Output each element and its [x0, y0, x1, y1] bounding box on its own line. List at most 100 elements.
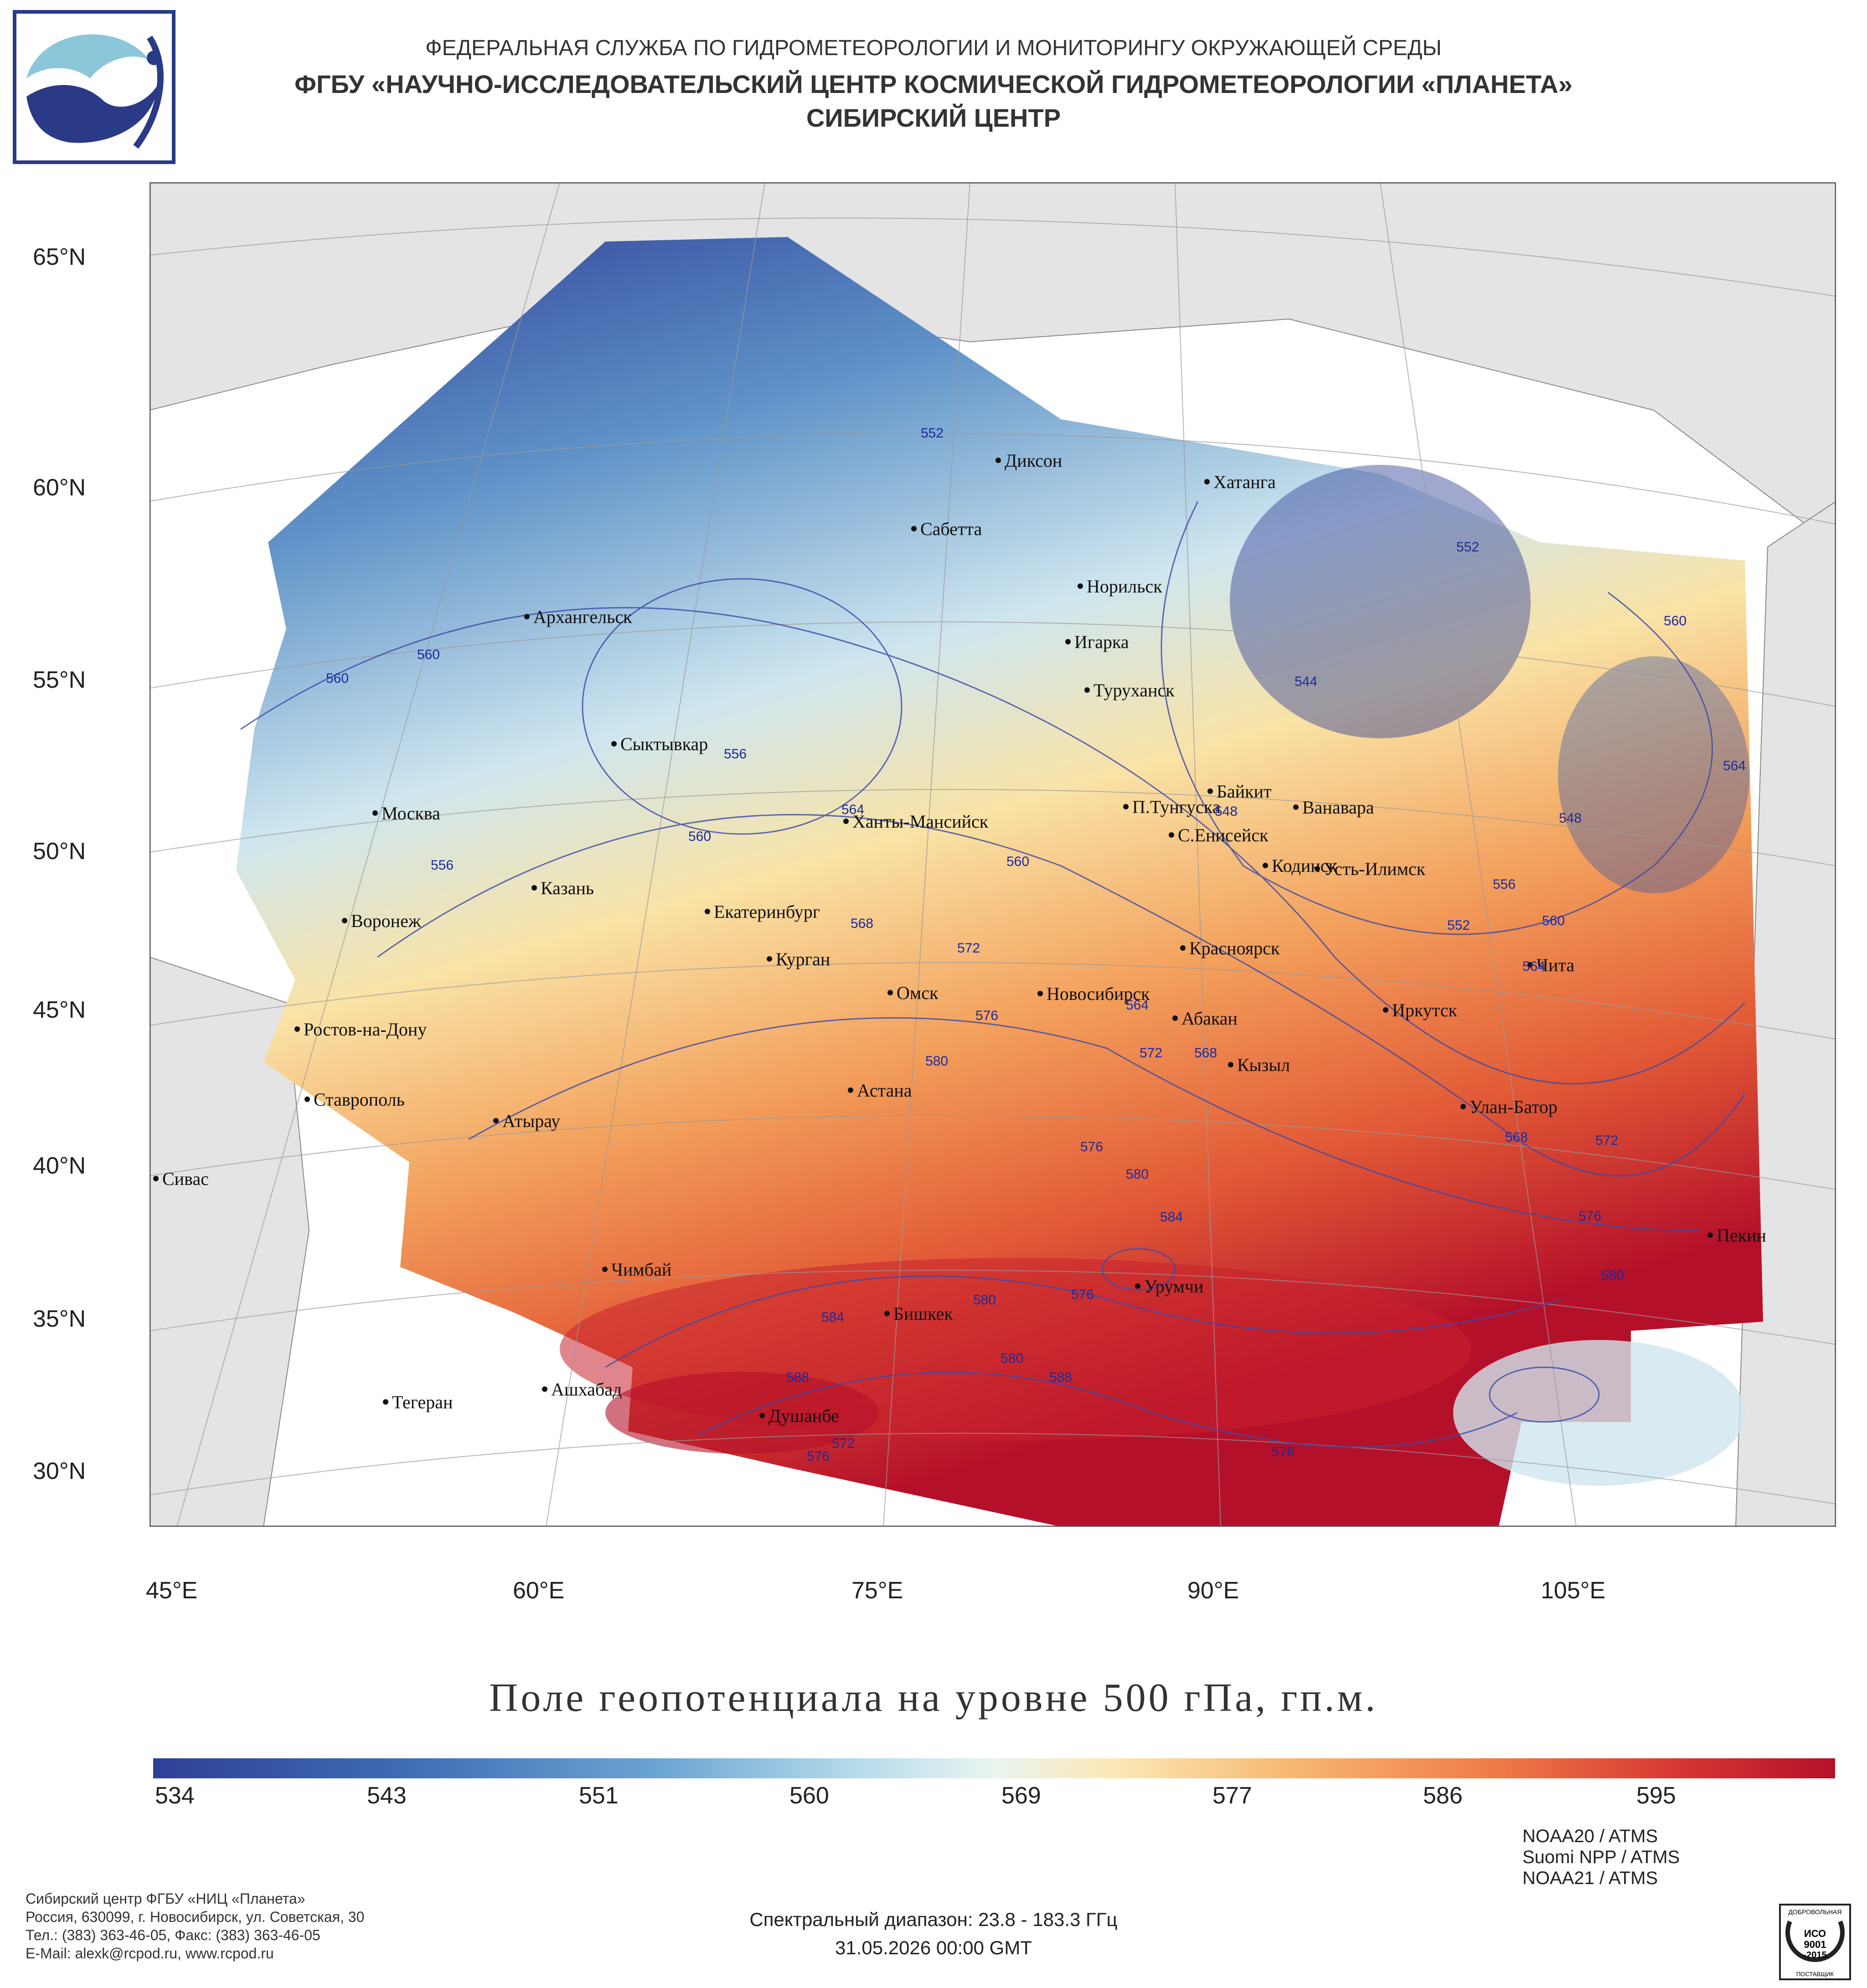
iso-badge-top: ДОБРОВОЛЬНАЯ — [1788, 1908, 1841, 1916]
city-label: Бишкек — [893, 1303, 953, 1324]
city-marker — [1180, 945, 1186, 951]
contour-label: 576 — [1071, 1287, 1094, 1302]
contour-label: 560 — [1006, 854, 1029, 869]
city-label: Урумчи — [1144, 1276, 1204, 1297]
city-label: Астана — [857, 1080, 912, 1101]
city-label: Абакан — [1181, 1008, 1238, 1029]
lat-label-30: 30°N — [33, 1458, 86, 1484]
contour-label: 576 — [1578, 1209, 1601, 1224]
city-marker — [531, 885, 537, 891]
contour-label: 584 — [1160, 1210, 1183, 1225]
contour-label: 564 — [1126, 998, 1149, 1013]
city-marker — [767, 956, 772, 962]
geopotential-map — [150, 182, 1836, 1527]
city-marker — [843, 819, 849, 824]
city-label: Москва — [382, 803, 440, 824]
contour-label: 588 — [1049, 1370, 1072, 1385]
city-label: Туруханск — [1093, 680, 1175, 700]
contour-label: 572 — [1140, 1046, 1162, 1061]
lat-label-40: 40°N — [33, 1153, 86, 1179]
city-label: Красноярск — [1189, 938, 1280, 958]
contour-label: 552 — [1447, 918, 1470, 933]
city-marker — [1460, 1104, 1466, 1109]
colorbar-label-595: 595 — [1636, 1782, 1676, 1809]
land-west — [150, 956, 310, 1527]
city-label: Пекин — [1717, 1225, 1766, 1246]
city-marker — [1204, 479, 1210, 484]
cold-core — [1230, 465, 1531, 738]
city-label: Диксон — [1005, 450, 1062, 471]
city-label: Ханты-Мансийск — [852, 811, 989, 832]
lon-label-90: 90°E — [1187, 1577, 1239, 1604]
contour-label: 548 — [1215, 804, 1238, 819]
contour-label: 576 — [807, 1449, 830, 1464]
colorbar-label-551: 551 — [579, 1782, 619, 1809]
city-label: Новосибирск — [1047, 984, 1150, 1004]
city-label: Чимбай — [611, 1259, 671, 1280]
graticule — [150, 182, 1836, 1527]
city-marker — [1169, 832, 1174, 838]
city-marker — [1263, 863, 1268, 868]
satellite-item: Suomi NPP / ATMS — [1522, 1847, 1680, 1867]
city-marker — [294, 1026, 300, 1032]
city-marker — [1135, 1283, 1140, 1289]
contour-label: 584 — [821, 1310, 844, 1325]
city-marker — [1707, 1232, 1713, 1238]
contour-label: 560 — [1664, 613, 1686, 628]
contour-label: 544 — [1295, 674, 1317, 689]
contour-label: 576 — [1080, 1139, 1103, 1154]
footer-email: E-Mail: alexk@rcpod.ru, www.rcpod.ru — [26, 1945, 274, 1962]
contour-label: 572 — [957, 941, 980, 956]
city-marker — [759, 1413, 765, 1418]
city-marker — [848, 1087, 853, 1093]
contour-label: 556 — [1493, 877, 1516, 892]
city-marker — [1065, 639, 1071, 644]
contour-label: 572 — [1595, 1133, 1618, 1148]
city-marker — [342, 918, 347, 923]
contour-label: 580 — [1601, 1268, 1624, 1283]
city-label: С.Енисейск — [1178, 825, 1269, 845]
lon-label-75: 75°E — [851, 1577, 903, 1604]
footer-org-name: Сибирский центр ФГБУ «НИЦ «Планета» — [26, 1890, 305, 1907]
city-label: Кызыл — [1237, 1055, 1290, 1075]
city-label: Улан-Батор — [1470, 1097, 1558, 1117]
colorbar-label-569: 569 — [1001, 1782, 1041, 1809]
city-label: Чита — [1537, 955, 1574, 975]
city-marker — [1037, 991, 1043, 996]
contour-label: 568 — [1505, 1130, 1528, 1145]
city-marker — [1228, 1062, 1233, 1067]
contour-label: 580 — [1001, 1351, 1023, 1366]
city-marker — [372, 810, 378, 816]
contour-label: 560 — [326, 671, 349, 686]
city-marker — [1084, 687, 1090, 693]
city-label: Ванавара — [1302, 797, 1374, 818]
contour-label: 568 — [1194, 1046, 1217, 1061]
city-marker — [705, 909, 710, 914]
iso-badge-year: -2015 — [1803, 1950, 1826, 1960]
city-marker — [911, 526, 917, 531]
city-marker — [611, 741, 617, 747]
city-label: Норильск — [1087, 576, 1162, 597]
geopotential-field — [236, 237, 1763, 1527]
city-marker — [1315, 866, 1320, 871]
city-marker — [602, 1267, 608, 1272]
city-label: Усть-Илимск — [1324, 859, 1426, 879]
satellite-item: NOAA21 / ATMS — [1522, 1868, 1658, 1888]
contours — [240, 501, 1746, 1448]
city-marker — [1207, 788, 1213, 794]
city-label: Кодинск — [1272, 855, 1337, 876]
city-label: Ставрополь — [314, 1089, 405, 1110]
city-label: Байкит — [1217, 781, 1271, 802]
footer-phone: Тел.: (383) 363-46-05, Факс: (383) 363-4… — [26, 1927, 320, 1943]
city-label: Сабетта — [920, 519, 982, 539]
city-marker — [383, 1399, 388, 1405]
city-label: Иркутск — [1392, 1000, 1457, 1020]
city-marker — [1527, 962, 1533, 968]
city-marker — [1172, 1015, 1178, 1021]
city-label: Воронеж — [351, 911, 421, 931]
header-institute: ФГБУ «НАУЧНО-ИССЛЕДОВАТЕЛЬСКИЙ ЦЕНТР КОС… — [294, 70, 1573, 98]
map-title: Поле геопотенциала на уровне 500 гПа, гп… — [489, 1676, 1378, 1720]
city-label: Екатеринбург — [714, 901, 820, 922]
footer-address: Россия, 630099, г. Новосибирск, ул. Сове… — [26, 1909, 365, 1925]
lon-label-45: 45°E — [146, 1577, 198, 1604]
